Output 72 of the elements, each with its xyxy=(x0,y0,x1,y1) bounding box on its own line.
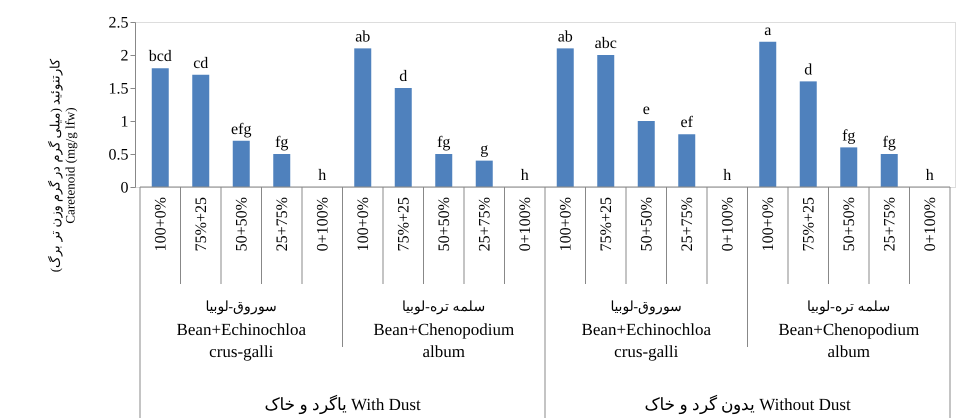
bar xyxy=(273,154,290,187)
bar xyxy=(597,55,614,187)
x-tick-label: 75%+25 xyxy=(598,197,615,252)
bar xyxy=(840,147,858,187)
y-tick-label: 2.5 xyxy=(108,14,128,32)
y-tick-label: 0 xyxy=(120,180,128,196)
data-label: e xyxy=(642,101,650,118)
bar xyxy=(435,154,452,187)
data-label: g xyxy=(480,140,488,158)
data-label: d xyxy=(804,61,812,78)
text: Bean+Echinochloa crus-galli xyxy=(582,320,712,361)
text: یدون گرد و خاک Without Dust xyxy=(644,394,851,415)
data-label: ab xyxy=(355,28,370,46)
x-tick-label: 25+75% xyxy=(678,197,696,252)
x-tick-label: 100+0% xyxy=(557,197,574,252)
text: Bean+Chenopodium album xyxy=(778,320,920,361)
bar xyxy=(556,48,574,187)
bar xyxy=(678,134,696,187)
text: Bean+Echinochloa crus-galli xyxy=(176,320,306,361)
y-tick-label: 0.5 xyxy=(108,146,128,164)
data-label: d xyxy=(399,68,408,85)
data-label: fg xyxy=(275,134,288,151)
data-label: bcd xyxy=(148,48,172,66)
text: یاگرد و خاک With Dust xyxy=(264,394,421,415)
bar xyxy=(638,121,655,187)
x-tick-label: 0+100% xyxy=(922,197,939,252)
x-tick-label: 100+0% xyxy=(760,197,777,252)
data-label: ab xyxy=(558,28,573,46)
x-tick-label: 100+0% xyxy=(354,197,372,252)
data-label: h xyxy=(520,167,529,184)
bar xyxy=(232,140,250,187)
bar xyxy=(800,81,817,187)
text: سوروق-لوبیا xyxy=(205,300,278,315)
x-tick-label: 0+100% xyxy=(314,197,332,252)
text: Bean+Chenopodium album xyxy=(373,320,514,361)
bar xyxy=(192,74,210,187)
data-label: h xyxy=(926,167,934,184)
bar xyxy=(354,48,372,187)
data-label: fg xyxy=(882,134,896,151)
data-label: h xyxy=(318,167,326,184)
data-label: efg xyxy=(231,120,252,138)
y-tick-label: 1 xyxy=(120,114,128,130)
y-tick-label: 2 xyxy=(120,48,128,64)
bar xyxy=(880,154,898,187)
x-tick-label: 50+50% xyxy=(233,197,250,252)
bar xyxy=(394,88,412,187)
x-tick-label: 25+75% xyxy=(881,197,898,252)
text: سوروق-لوبیا xyxy=(610,300,682,315)
x-tick-label: 75%+25 xyxy=(192,197,210,252)
data-label: cd xyxy=(193,54,208,72)
x-tick-label: 50+50% xyxy=(436,197,453,252)
x-tick-label: 75%+25 xyxy=(395,197,412,252)
bar xyxy=(759,42,776,187)
y-tick-label: 1.5 xyxy=(108,80,128,98)
x-tick-label: 50+50% xyxy=(638,197,656,252)
data-label: a xyxy=(764,22,772,39)
data-label: fg xyxy=(437,134,450,151)
x-tick-label: 25+75% xyxy=(476,197,494,252)
x-tick-label: 0+100% xyxy=(516,197,534,252)
data-label: fg xyxy=(842,127,856,144)
x-tick-label: 75%+25 xyxy=(800,197,818,252)
bar xyxy=(152,68,169,187)
x-tick-label: 25+75% xyxy=(274,197,291,252)
x-tick-label: 100+0% xyxy=(152,197,170,252)
x-tick-label: 50+50% xyxy=(840,197,858,252)
text: سلمه تره-لوبیا xyxy=(807,300,890,315)
bar xyxy=(476,160,493,187)
text: سلمه تره-لوبیا xyxy=(402,300,486,315)
data-label: h xyxy=(723,167,732,184)
x-tick-label: 0+100% xyxy=(719,197,736,252)
data-label: abc xyxy=(594,35,617,52)
data-label: ef xyxy=(680,114,694,132)
